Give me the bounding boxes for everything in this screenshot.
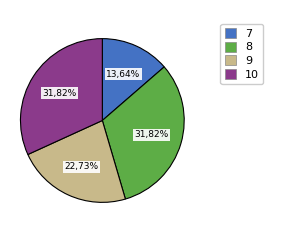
Text: 13,64%: 13,64% <box>106 70 141 79</box>
Wedge shape <box>102 67 184 199</box>
Text: 22,73%: 22,73% <box>64 162 98 171</box>
Wedge shape <box>20 39 102 154</box>
Wedge shape <box>28 120 126 202</box>
Text: 31,82%: 31,82% <box>134 130 168 139</box>
Text: 31,82%: 31,82% <box>42 88 77 98</box>
Wedge shape <box>102 39 164 120</box>
Legend: 7, 8, 9, 10: 7, 8, 9, 10 <box>220 24 263 84</box>
